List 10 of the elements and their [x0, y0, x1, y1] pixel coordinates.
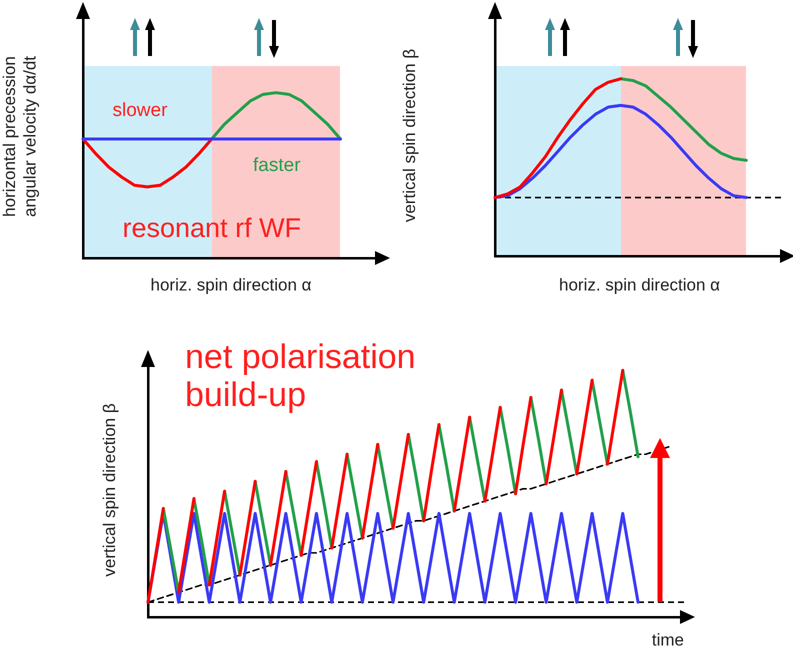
- annotation: faster: [253, 155, 301, 176]
- y-axis-title: vertical spin direction β: [400, 48, 419, 222]
- x-axis-title: horiz. spin direction α: [150, 275, 312, 294]
- y-axis-title: horizontal precession angular velocity dα/dt: [0, 56, 40, 218]
- annotation: resonant rf WF: [122, 213, 302, 244]
- annotation: slower: [112, 100, 168, 122]
- x-axis-title: time: [652, 630, 684, 650]
- x-axis-title: horiz. spin direction α: [558, 275, 720, 294]
- annotation: net polarisation build-up: [185, 338, 417, 414]
- y-axis-title: vertical spin direction β: [100, 403, 119, 577]
